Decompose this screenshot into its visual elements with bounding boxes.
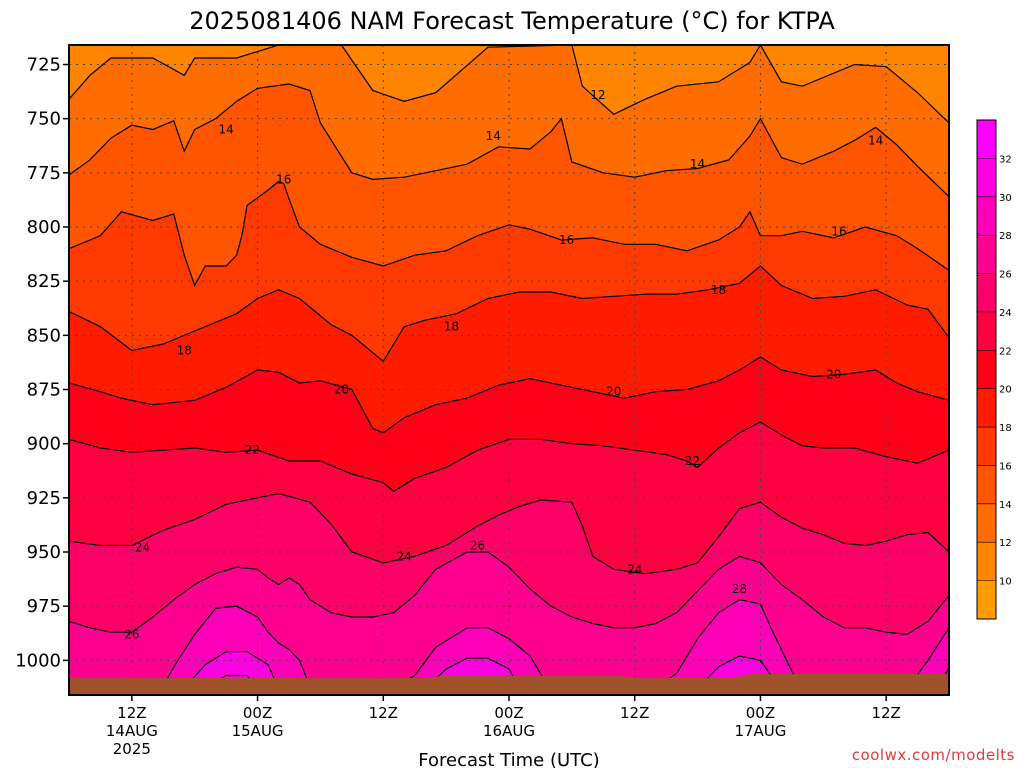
isotherm-18 [69, 265, 949, 363]
colorbar-segment [977, 465, 996, 505]
y-axis-ticks: 725 750 775 800 825 850 875 900 925 950 975 1000 [15, 55, 69, 671]
isotherm-label-14: 14 [486, 129, 501, 143]
colorbar: 10 12 14 16 18 20 22 24 26 28 30 32 [976, 119, 1012, 620]
isotherm-28 [162, 605, 311, 687]
x-tick-label: 17AUG [734, 722, 786, 740]
y-tick-label-850: 850 [27, 325, 61, 346]
colorbar-tick-label-28: 28 [999, 231, 1012, 242]
isotherm-label-16: 16 [831, 224, 846, 238]
isotherm-label-22: 22 [685, 454, 700, 468]
colorbar-segment [977, 235, 996, 275]
y-tick-label-1000: 1000 [15, 650, 61, 671]
isotherm-label-14: 14 [219, 123, 234, 137]
terrain-fill [69, 674, 949, 695]
colorbar-tick-label-10: 10 [999, 577, 1012, 588]
colorbar-tick-label-22: 22 [999, 346, 1012, 357]
x-tick-label: 16AUG [483, 722, 535, 740]
y-tick-label-975: 975 [27, 596, 61, 617]
x-tick-label: 00Z [746, 704, 775, 722]
colorbar-tick-label-16: 16 [999, 461, 1012, 472]
isotherm-label-18: 18 [444, 320, 459, 334]
chart-title: 2025081406 NAM Forecast Temperature (°C)… [189, 7, 835, 35]
colorbar-segment [977, 542, 996, 582]
x-tick-label: 15AUG [232, 722, 284, 740]
terrain-band [69, 674, 949, 695]
isotherm-label-20: 20 [826, 367, 841, 381]
y-tick-label-900: 900 [27, 434, 61, 455]
isotherm-label-18: 18 [177, 344, 192, 358]
y-tick-label-800: 800 [27, 217, 61, 238]
colorbar-tick-label-18: 18 [999, 423, 1012, 434]
x-tick-label: 00Z [243, 704, 272, 722]
isotherm-28 [655, 599, 803, 689]
y-tick-label-875: 875 [27, 380, 61, 401]
colorbar-segment [977, 580, 996, 620]
isotherm-28 [393, 627, 552, 690]
isotherm-12 [69, 45, 949, 124]
y-tick-label-950: 950 [27, 542, 61, 563]
isotherm-label-22: 22 [245, 443, 260, 457]
isotherm-label-26: 26 [470, 539, 485, 553]
colorbar-segment [977, 158, 996, 198]
colorbar-tick-label-14: 14 [999, 500, 1012, 511]
isotherm-16 [69, 180, 949, 287]
colorbar-frame [976, 119, 997, 620]
x-tick-label: 14AUG [106, 722, 158, 740]
credit-link[interactable]: coolwx.com/modelts [852, 746, 1015, 764]
colorbar-segment [977, 427, 996, 466]
x-tick-label: 00Z [494, 704, 523, 722]
y-tick-label-725: 725 [27, 55, 61, 76]
colorbar-segment [977, 503, 996, 543]
colorbar-tick-label-30: 30 [999, 193, 1012, 204]
isotherm-label-14: 14 [690, 157, 705, 171]
colorbar-segment [977, 388, 996, 428]
isotherm-30 [424, 657, 521, 689]
x-tick-label: 12Z [117, 704, 146, 722]
colorbar-tick-label-24: 24 [999, 308, 1012, 319]
isotherm-22 [69, 421, 949, 493]
isotherm-26 [69, 551, 949, 635]
isotherm-label-20: 20 [334, 383, 349, 397]
isotherm-label-18: 18 [711, 283, 726, 297]
colorbar-segment [977, 311, 996, 351]
isotherm-24 [69, 492, 949, 575]
x-tick-label: 12Z [620, 704, 649, 722]
isotherm-label-20: 20 [606, 385, 621, 399]
y-tick-label-825: 825 [27, 271, 61, 292]
isotherm-label-14: 14 [868, 133, 883, 147]
isotherm-label-24: 24 [135, 541, 150, 555]
x-tick-label: 12Z [871, 704, 900, 722]
colorbar-tick-label-12: 12 [999, 538, 1012, 549]
isotherm-label-28: 28 [732, 582, 747, 596]
x-axis-label: Forecast Time (UTC) [418, 750, 599, 768]
isotherm-30 [183, 651, 280, 689]
y-tick-label-925: 925 [27, 488, 61, 509]
isotherm-label-24: 24 [397, 549, 412, 563]
colorbar-segment [977, 196, 996, 236]
x-tick-label: 2025 [113, 740, 151, 758]
y-tick-label-775: 775 [27, 163, 61, 184]
isotherm-label-12: 12 [590, 88, 605, 102]
colorbar-tick-label-26: 26 [999, 270, 1012, 281]
colorbar-segment [977, 273, 996, 313]
isotherm-20 [69, 356, 949, 434]
y-tick-label-750: 750 [27, 109, 61, 130]
isotherm-label-26: 26 [124, 627, 139, 641]
colorbar-tick-label-32: 32 [999, 154, 1012, 165]
isotherm-label-16: 16 [276, 172, 291, 186]
colorbar-segment [977, 120, 996, 159]
x-tick-label: 12Z [369, 704, 398, 722]
isotherm-label-16: 16 [559, 233, 574, 247]
isotherm-label-24: 24 [627, 562, 642, 576]
colorbar-tick-label-20: 20 [999, 385, 1012, 396]
colorbar-segment [977, 350, 996, 390]
temperature-fill-layer [69, 45, 949, 695]
isotherm-lines: 12 14 14 14 14 16 16 16 18 18 18 20 20 20 22 22 24 24 24 26… [69, 45, 949, 690]
isotherm-14 [69, 83, 949, 198]
